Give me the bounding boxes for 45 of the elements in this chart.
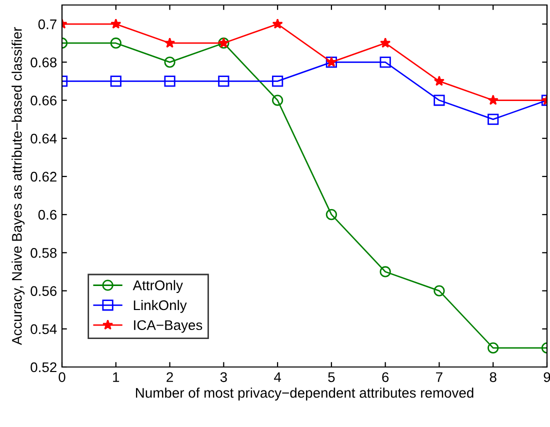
x-tick-label: 8 xyxy=(490,372,496,382)
point xyxy=(110,76,122,87)
x-tick-label: 7 xyxy=(436,372,442,382)
y-axis-title: Accuracy, Naive Bayes as attribute−based classifier xyxy=(12,27,25,346)
x-tick-label: 0 xyxy=(58,372,66,382)
point xyxy=(488,94,498,105)
point xyxy=(110,18,122,29)
point xyxy=(380,266,391,278)
x-tick-label: 2 xyxy=(166,372,173,382)
y-tick-label: 0.66 xyxy=(30,96,57,106)
x-tick-label: 4 xyxy=(274,372,282,382)
point xyxy=(380,38,391,48)
y-tick-label: 0.56 xyxy=(30,286,57,296)
y-tick-label: 0.64 xyxy=(30,134,57,144)
point xyxy=(272,18,283,29)
y-tick-label: 0.58 xyxy=(30,248,57,258)
x-tick-label: 9 xyxy=(544,372,550,382)
x-tick-label: 5 xyxy=(328,372,335,382)
point xyxy=(434,76,445,86)
point xyxy=(272,76,284,87)
y-tick-label: 0.62 xyxy=(30,172,56,182)
point xyxy=(218,76,230,87)
point xyxy=(434,285,445,296)
point xyxy=(272,94,284,106)
point xyxy=(110,38,122,49)
x-axis-title: Number of most privacy−dependent attributes removed xyxy=(136,388,474,401)
legend-label: LinkOnly xyxy=(134,300,187,313)
y-tick-label: 0.7 xyxy=(38,19,56,30)
point xyxy=(164,76,176,87)
point xyxy=(488,114,499,125)
x-tick-label: 3 xyxy=(220,372,227,382)
x-tick-label: 6 xyxy=(382,372,389,382)
point xyxy=(164,56,176,68)
point xyxy=(326,209,337,220)
legend-label: ICA−Bayes xyxy=(134,320,202,333)
y-tick-label: 0.54 xyxy=(30,324,57,334)
point xyxy=(434,94,445,106)
x-tick-label: 1 xyxy=(113,372,120,382)
y-tick-label: 0.6 xyxy=(38,210,57,220)
y-tick-label: 0.68 xyxy=(30,57,57,68)
point xyxy=(488,342,499,354)
point xyxy=(380,56,391,68)
legend-label: AttrOnly xyxy=(132,280,183,293)
point xyxy=(164,38,176,48)
y-tick-label: 0.52 xyxy=(30,362,56,372)
